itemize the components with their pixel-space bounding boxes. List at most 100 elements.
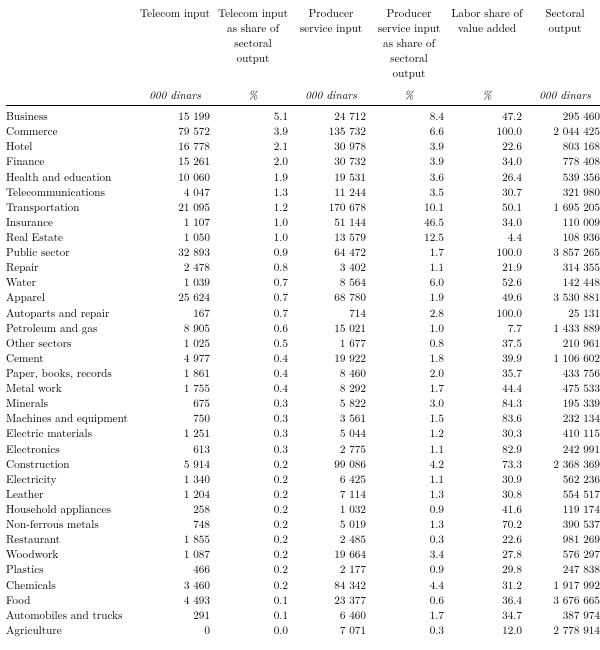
cell: 0.4: [214, 351, 292, 366]
cell: 15 021: [292, 321, 370, 336]
row-label: Health and education: [6, 170, 136, 185]
cell: 0.2: [214, 547, 292, 562]
cell: 8 564: [292, 275, 370, 290]
cell: 0.3: [214, 426, 292, 441]
row-label: Cement: [6, 351, 136, 366]
cell: 3.9: [370, 139, 448, 154]
cell: 108 936: [526, 230, 600, 245]
units-row: 000 dinars % 000 dinars % % 000 dinars: [6, 86, 600, 106]
table-row: Health and education10 0601.919 5313.626…: [6, 170, 600, 185]
table-row: Transportation21 0951.2170 67810.150.11 …: [6, 200, 600, 215]
cell: 6 460: [292, 608, 370, 623]
cell: 37.5: [448, 336, 526, 351]
cell: 2.0: [370, 366, 448, 381]
cell: 410 115: [526, 426, 600, 441]
cell: 1 340: [136, 472, 214, 487]
cell: 30.8: [448, 487, 526, 502]
row-label: Autoparts and repair: [6, 306, 136, 321]
cell: 35.7: [448, 366, 526, 381]
row-label: Leather: [6, 487, 136, 502]
cell: 5 914: [136, 457, 214, 472]
cell: 64 472: [292, 245, 370, 260]
cell: 25 624: [136, 290, 214, 305]
head-col-3: Producer service input: [292, 6, 370, 82]
cell: 1 695 205: [526, 200, 600, 215]
cell: 30.9: [448, 472, 526, 487]
cell: 1.1: [370, 472, 448, 487]
table-row: Real Estate1 0501.013 57912.54.4108 936: [6, 230, 600, 245]
cell: 3.0: [370, 396, 448, 411]
table-row: Electronics6130.32 7751.182.9242 991: [6, 442, 600, 457]
cell: 1.8: [370, 351, 448, 366]
cell: 4 977: [136, 351, 214, 366]
row-label: Metal work: [6, 381, 136, 396]
cell: 210 961: [526, 336, 600, 351]
cell: 554 517: [526, 487, 600, 502]
cell: 1.1: [370, 442, 448, 457]
cell: 0.4: [214, 366, 292, 381]
cell: 70.2: [448, 517, 526, 532]
table-row: Water1 0390.78 5646.052.6142 448: [6, 275, 600, 290]
cell: 1 087: [136, 547, 214, 562]
cell: 0.8: [370, 336, 448, 351]
cell: 0.2: [214, 562, 292, 577]
cell: 32 893: [136, 245, 214, 260]
row-label: Construction: [6, 457, 136, 472]
cell: 84.3: [448, 396, 526, 411]
cell: 30.7: [448, 185, 526, 200]
cell: 5 822: [292, 396, 370, 411]
cell: 44.4: [448, 381, 526, 396]
row-label: Public sector: [6, 245, 136, 260]
cell: 23 377: [292, 593, 370, 608]
cell: 4.4: [370, 578, 448, 593]
row-label: Restaurant: [6, 532, 136, 547]
cell: 2 478: [136, 260, 214, 275]
cell: 21.9: [448, 260, 526, 275]
cell: 1.7: [370, 381, 448, 396]
cell: 1.2: [370, 426, 448, 441]
cell: 10 060: [136, 170, 214, 185]
cell: 4 047: [136, 185, 214, 200]
table-row: Electric materials1 2510.35 0441.230.341…: [6, 426, 600, 441]
row-label: Commerce: [6, 124, 136, 139]
cell: 295 460: [526, 109, 600, 124]
cell: 0.2: [214, 517, 292, 532]
cell: 3.6: [370, 170, 448, 185]
cell: 803 168: [526, 139, 600, 154]
cell: 433 756: [526, 366, 600, 381]
cell: 7 114: [292, 487, 370, 502]
cell: 51 144: [292, 215, 370, 230]
table-row: Non-ferrous metals7480.25 0191.370.2390 …: [6, 517, 600, 532]
cell: 3.5: [370, 185, 448, 200]
cell: 119 174: [526, 502, 600, 517]
table-container: Telecom input Telecom input as share of …: [0, 0, 600, 650]
cell: 3 460: [136, 578, 214, 593]
cell: 34.0: [448, 154, 526, 169]
table-row: Apparel25 6240.768 7801.949.63 530 881: [6, 290, 600, 305]
cell: 0.9: [214, 245, 292, 260]
cell: 466: [136, 562, 214, 577]
cell: 0.7: [214, 290, 292, 305]
unit-col-3: 000 dinars: [292, 86, 370, 106]
cell: 142 448: [526, 275, 600, 290]
cell: 0.3: [214, 396, 292, 411]
cell: 675: [136, 396, 214, 411]
row-label: Other sectors: [6, 336, 136, 351]
cell: 8 460: [292, 366, 370, 381]
cell: 7.7: [448, 321, 526, 336]
cell: 3.9: [214, 124, 292, 139]
cell: 1.5: [370, 411, 448, 426]
unit-col-4: %: [370, 86, 448, 106]
cell: 778 408: [526, 154, 600, 169]
cell: 3 561: [292, 411, 370, 426]
cell: 475 533: [526, 381, 600, 396]
row-label: Electric materials: [6, 426, 136, 441]
cell: 539 356: [526, 170, 600, 185]
cell: 562 236: [526, 472, 600, 487]
cell: 0.2: [214, 532, 292, 547]
cell: 2 775: [292, 442, 370, 457]
table-row: Machines and equipment7500.33 5611.583.6…: [6, 411, 600, 426]
cell: 1.9: [370, 290, 448, 305]
cell: 1 025: [136, 336, 214, 351]
cell: 0.2: [214, 502, 292, 517]
